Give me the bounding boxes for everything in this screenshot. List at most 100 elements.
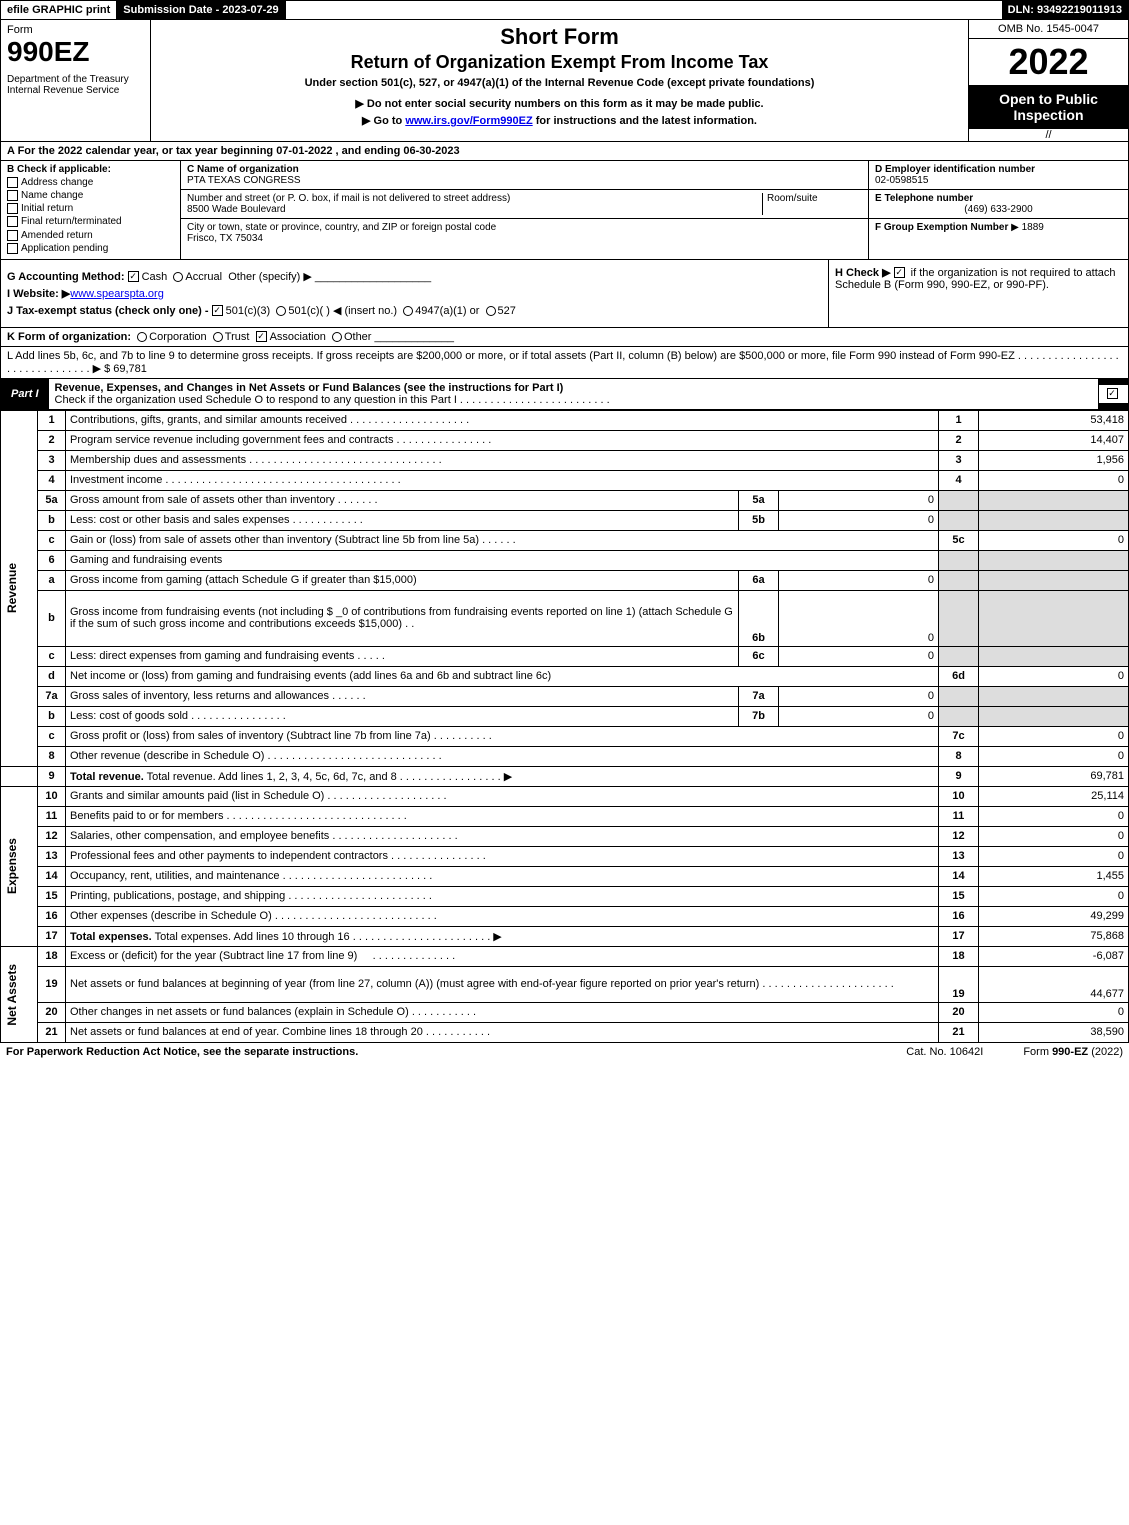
- cash-checkbox[interactable]: [128, 271, 139, 282]
- department: Department of the Treasury Internal Reve…: [7, 74, 144, 96]
- group-number: ▶ 1889: [1011, 222, 1044, 233]
- line-3: 3Membership dues and assessments . . . .…: [1, 450, 1129, 470]
- line-4: 4Investment income . . . . . . . . . . .…: [1, 470, 1129, 490]
- opt-final-return[interactable]: Final return/terminated: [7, 216, 174, 227]
- line-1: Revenue 1Contributions, gifts, grants, a…: [1, 410, 1129, 430]
- subtitle: Under section 501(c), 527, or 4947(a)(1)…: [161, 77, 958, 89]
- form-header: Form 990EZ Department of the Treasury In…: [0, 20, 1129, 142]
- header-middle: Short Form Return of Organization Exempt…: [151, 20, 968, 141]
- submission-date: Submission Date - 2023-07-29: [117, 1, 285, 19]
- gross-receipts-value: ▶ $ 69,781: [93, 363, 147, 375]
- opt-initial-return[interactable]: Initial return: [7, 203, 174, 214]
- line-5a: 5aGross amount from sale of assets other…: [1, 490, 1129, 510]
- opt-application-pending[interactable]: Application pending: [7, 243, 174, 254]
- line-14: 14Occupancy, rent, utilities, and mainte…: [1, 866, 1129, 886]
- col-b-check-applicable: B Check if applicable: Address change Na…: [1, 161, 181, 259]
- website-line: I Website: ▶www.spearspta.org: [7, 287, 822, 300]
- 501c3-checkbox[interactable]: [212, 305, 223, 316]
- section-bcdef: B Check if applicable: Address change Na…: [0, 161, 1129, 260]
- line-10: Expenses 10Grants and similar amounts pa…: [1, 786, 1129, 806]
- line-15: 15Printing, publications, postage, and s…: [1, 886, 1129, 906]
- opt-amended-return[interactable]: Amended return: [7, 230, 174, 241]
- line-7c: cGross profit or (loss) from sales of in…: [1, 726, 1129, 746]
- tax-year: 2022: [969, 39, 1128, 85]
- header-right: OMB No. 1545-0047 2022 Open to Public In…: [968, 20, 1128, 141]
- omb-number: OMB No. 1545-0047: [969, 20, 1128, 39]
- footer-cat-no: Cat. No. 10642I: [906, 1046, 983, 1058]
- col-gij: G Accounting Method: Cash Accrual Other …: [1, 260, 828, 327]
- line-11: 11Benefits paid to or for members . . . …: [1, 806, 1129, 826]
- expenses-label: Expenses: [5, 838, 19, 894]
- line-12: 12Salaries, other compensation, and empl…: [1, 826, 1129, 846]
- part-1-title: Revenue, Expenses, and Changes in Net As…: [49, 379, 1098, 409]
- note-ssn: ▶ Do not enter social security numbers o…: [161, 97, 958, 110]
- room-suite: Room/suite: [762, 193, 862, 215]
- schedule-b-checkbox[interactable]: [894, 267, 905, 278]
- form-label: Form: [7, 24, 144, 36]
- page-footer: For Paperwork Reduction Act Notice, see …: [0, 1043, 1129, 1061]
- street: 8500 Wade Boulevard: [187, 204, 286, 215]
- line-5b: bLess: cost or other basis and sales exp…: [1, 510, 1129, 530]
- association-checkbox[interactable]: [256, 331, 267, 342]
- line-20: 20Other changes in net assets or fund ba…: [1, 1002, 1129, 1022]
- revenue-label: Revenue: [5, 563, 19, 613]
- accrual-radio[interactable]: [173, 272, 183, 282]
- opt-address-change[interactable]: Address change: [7, 177, 174, 188]
- row-l-gross-receipts: L Add lines 5b, 6c, and 7b to line 9 to …: [0, 347, 1129, 379]
- phone-row: E Telephone number (469) 633-2900: [869, 190, 1128, 219]
- line-13: 13Professional fees and other payments t…: [1, 846, 1129, 866]
- line-9: 9Total revenue. Total revenue. Add lines…: [1, 766, 1129, 786]
- net-assets-label: Net Assets: [5, 964, 19, 1026]
- line-7a: 7aGross sales of inventory, less returns…: [1, 686, 1129, 706]
- form-number: 990EZ: [7, 36, 144, 68]
- part-1-table: Revenue 1Contributions, gifts, grants, a…: [0, 410, 1129, 1043]
- line-19: 19Net assets or fund balances at beginni…: [1, 966, 1129, 1002]
- title-return: Return of Organization Exempt From Incom…: [161, 52, 958, 73]
- line-6: 6Gaming and fundraising events: [1, 550, 1129, 570]
- open-to-public: Open to Public Inspection: [969, 85, 1128, 129]
- ein-row: D Employer identification number 02-0598…: [869, 161, 1128, 190]
- title-short-form: Short Form: [161, 24, 958, 50]
- street-row: Number and street (or P. O. box, if mail…: [181, 190, 868, 219]
- line-5c: cGain or (loss) from sale of assets othe…: [1, 530, 1129, 550]
- col-def: D Employer identification number 02-0598…: [868, 161, 1128, 259]
- city-row: City or town, state or province, country…: [181, 219, 868, 247]
- footer-form-ref: Form 990-EZ (2022): [1023, 1046, 1123, 1058]
- city: Frisco, TX 75034: [187, 233, 263, 244]
- col-c-org-info: C Name of organization PTA TEXAS CONGRES…: [181, 161, 868, 259]
- row-a-tax-year: A For the 2022 calendar year, or tax yea…: [0, 142, 1129, 161]
- org-name: PTA TEXAS CONGRESS: [187, 175, 301, 186]
- line-1-value: 53,418: [979, 410, 1129, 430]
- col-h-schedule-b: H Check ▶ if the organization is not req…: [828, 260, 1128, 327]
- phone: (469) 633-2900: [875, 204, 1122, 215]
- opt-name-change[interactable]: Name change: [7, 190, 174, 201]
- footer-left: For Paperwork Reduction Act Notice, see …: [6, 1046, 358, 1058]
- line-6b: bGross income from fundraising events (n…: [1, 590, 1129, 646]
- irs-link[interactable]: www.irs.gov/Form990EZ: [405, 115, 532, 127]
- line-6c: cLess: direct expenses from gaming and f…: [1, 646, 1129, 666]
- note-link: ▶ Go to www.irs.gov/Form990EZ for instru…: [161, 114, 958, 127]
- line-18: Net Assets 18Excess or (deficit) for the…: [1, 946, 1129, 966]
- line-8: 8Other revenue (describe in Schedule O) …: [1, 746, 1129, 766]
- ein: 02-0598515: [875, 175, 928, 186]
- header-left: Form 990EZ Department of the Treasury In…: [1, 20, 151, 141]
- efile-label: efile GRAPHIC print: [1, 1, 117, 19]
- section-ghij: G Accounting Method: Cash Accrual Other …: [0, 260, 1129, 328]
- website-link[interactable]: www.spearspta.org: [70, 288, 164, 300]
- line-21: 21Net assets or fund balances at end of …: [1, 1022, 1129, 1042]
- tax-exempt-status: J Tax-exempt status (check only one) - 5…: [7, 304, 822, 317]
- line-16: 16Other expenses (describe in Schedule O…: [1, 906, 1129, 926]
- line-17: 17Total expenses. Total expenses. Add li…: [1, 926, 1129, 946]
- org-name-row: C Name of organization PTA TEXAS CONGRES…: [181, 161, 868, 190]
- line-6a: aGross income from gaming (attach Schedu…: [1, 570, 1129, 590]
- part-1-schedule-o-check[interactable]: [1098, 385, 1128, 403]
- row-k-form-of-org: K Form of organization: Corporation Trus…: [0, 328, 1129, 347]
- top-bar: efile GRAPHIC print Submission Date - 20…: [0, 0, 1129, 20]
- part-1-header: Part I Revenue, Expenses, and Changes in…: [0, 379, 1129, 410]
- group-exemption-row: F Group Exemption Number ▶ 1889: [869, 219, 1128, 236]
- accounting-method: G Accounting Method: Cash Accrual Other …: [7, 270, 822, 283]
- line-7b: bLess: cost of goods sold . . . . . . . …: [1, 706, 1129, 726]
- line-6d: dNet income or (loss) from gaming and fu…: [1, 666, 1129, 686]
- part-1-label: Part I: [1, 385, 49, 403]
- dln: DLN: 93492219011913: [1002, 1, 1128, 19]
